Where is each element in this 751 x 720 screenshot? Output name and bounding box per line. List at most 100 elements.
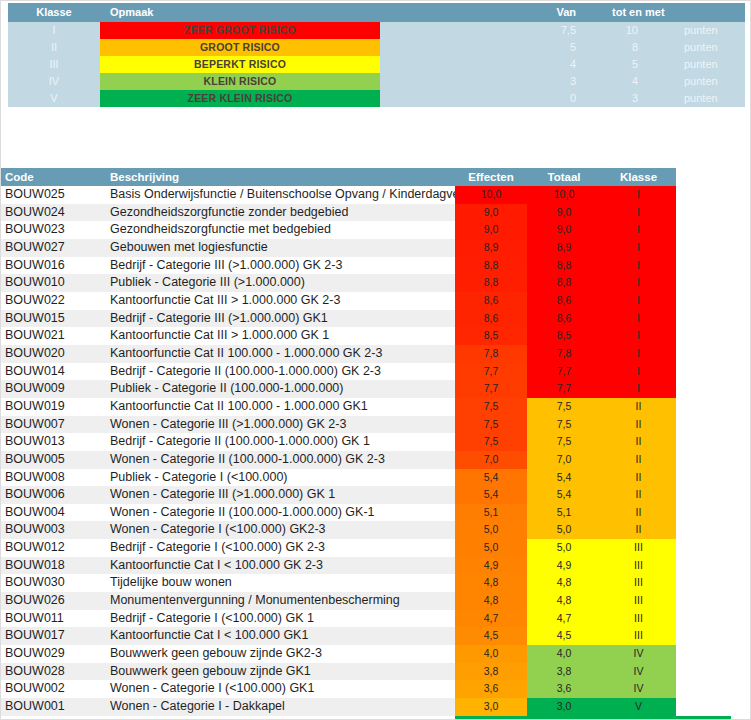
- code-cell[interactable]: BOUW003: [0, 521, 105, 539]
- totaal-cell[interactable]: 4,0: [527, 645, 601, 663]
- description-cell[interactable]: Kantoorfunctie Cat II 100.000 - 1.000.00…: [105, 345, 455, 363]
- description-cell[interactable]: Kantoorfunctie Cat II 100.000 - 1.000.00…: [105, 398, 455, 416]
- column-header-klasse[interactable]: Klasse: [601, 168, 676, 186]
- legend-risk-bar[interactable]: ZEER GROOT RISICO: [100, 22, 380, 39]
- effecten-cell[interactable]: 7,0: [455, 451, 527, 469]
- totaal-cell[interactable]: 7,5: [527, 433, 601, 451]
- effecten-cell[interactable]: 3,6: [455, 680, 527, 698]
- totaal-cell[interactable]: 5,0: [527, 521, 601, 539]
- klasse-cell[interactable]: IV: [601, 680, 676, 698]
- klasse-cell[interactable]: I: [601, 310, 676, 328]
- totaal-cell[interactable]: 5,4: [527, 469, 601, 487]
- column-header-code[interactable]: Code: [0, 168, 105, 186]
- legend-van-cell[interactable]: 0: [380, 90, 578, 107]
- code-cell[interactable]: BOUW002: [0, 680, 105, 698]
- totaal-cell[interactable]: 8,8: [527, 257, 601, 275]
- effecten-cell[interactable]: 4,9: [455, 557, 527, 575]
- klasse-cell[interactable]: I: [601, 327, 676, 345]
- description-cell[interactable]: Bouwwerk geen gebouw zijnde GK1: [105, 663, 455, 681]
- legend-class-cell[interactable]: III: [8, 56, 100, 73]
- klasse-cell[interactable]: I: [601, 186, 676, 204]
- totaal-cell[interactable]: 4,8: [527, 574, 601, 592]
- code-cell[interactable]: BOUW013: [0, 433, 105, 451]
- totaal-cell[interactable]: 7,8: [527, 345, 601, 363]
- description-cell[interactable]: Tijdelijke bouw wonen: [105, 574, 455, 592]
- description-cell[interactable]: Kantoorfunctie Cat I < 100.000 GK1: [105, 627, 455, 645]
- legend-tot-cell[interactable]: 8: [578, 39, 640, 56]
- legend-unit-cell[interactable]: punten: [640, 90, 718, 107]
- totaal-cell[interactable]: 5,1: [527, 504, 601, 522]
- totaal-cell[interactable]: 9,0: [527, 221, 601, 239]
- effecten-cell[interactable]: 4,7: [455, 610, 527, 628]
- description-cell[interactable]: Wonen - Categorie III (>1.000.000) GK 2-…: [105, 416, 455, 434]
- description-cell[interactable]: Wonen - Categorie I (<100.000) GK2-3: [105, 521, 455, 539]
- code-cell[interactable]: BOUW024: [0, 204, 105, 222]
- effecten-cell[interactable]: 3,8: [455, 663, 527, 681]
- description-cell[interactable]: Bedrijf - Categorie I (<100.000) GK 2-3: [105, 539, 455, 557]
- klasse-cell[interactable]: III: [601, 592, 676, 610]
- code-cell[interactable]: BOUW022: [0, 292, 105, 310]
- totaal-cell[interactable]: 7,5: [527, 416, 601, 434]
- effecten-cell[interactable]: 8,6: [455, 310, 527, 328]
- effecten-cell[interactable]: 7,5: [455, 398, 527, 416]
- totaal-cell[interactable]: 3,0: [527, 698, 601, 716]
- effecten-cell[interactable]: 5,1: [455, 504, 527, 522]
- description-cell[interactable]: Bedrijf - Categorie I (<100.000) GK 1: [105, 610, 455, 628]
- totaal-cell[interactable]: 7,7: [527, 380, 601, 398]
- description-cell[interactable]: Basis Onderwijsfunctie / Buitenschoolse …: [105, 186, 455, 204]
- description-cell[interactable]: Monumentenvergunning / Monumentenbescher…: [105, 592, 455, 610]
- code-cell[interactable]: BOUW014: [0, 363, 105, 381]
- description-cell[interactable]: Gebouwen met logiesfunctie: [105, 239, 455, 257]
- effecten-cell[interactable]: 7,5: [455, 416, 527, 434]
- klasse-cell[interactable]: III: [601, 557, 676, 575]
- totaal-cell[interactable]: 8,8: [527, 274, 601, 292]
- totaal-cell[interactable]: 5,0: [527, 539, 601, 557]
- totaal-cell[interactable]: 3,6: [527, 680, 601, 698]
- effecten-cell[interactable]: 4,5: [455, 627, 527, 645]
- klasse-cell[interactable]: II: [601, 451, 676, 469]
- totaal-cell[interactable]: 5,4: [527, 486, 601, 504]
- description-cell[interactable]: Wonen - Categorie II (100.000-1.000.000)…: [105, 504, 455, 522]
- legend-van-cell[interactable]: 4: [380, 56, 578, 73]
- code-cell[interactable]: BOUW023: [0, 221, 105, 239]
- effecten-cell[interactable]: 8,9: [455, 239, 527, 257]
- klasse-cell[interactable]: I: [601, 257, 676, 275]
- effecten-cell[interactable]: 8,8: [455, 274, 527, 292]
- totaal-cell[interactable]: 4,7: [527, 610, 601, 628]
- klasse-cell[interactable]: I: [601, 221, 676, 239]
- code-cell[interactable]: BOUW012: [0, 539, 105, 557]
- legend-tot-cell[interactable]: 3: [578, 90, 640, 107]
- totaal-cell[interactable]: 7,5: [527, 398, 601, 416]
- legend-risk-bar[interactable]: BEPERKT RISICO: [100, 56, 380, 73]
- description-cell[interactable]: Publiek - Categorie I (<100.000): [105, 469, 455, 487]
- code-cell[interactable]: BOUW005: [0, 451, 105, 469]
- code-cell[interactable]: BOUW026: [0, 592, 105, 610]
- code-cell[interactable]: BOUW016: [0, 257, 105, 275]
- effecten-cell[interactable]: 5,0: [455, 521, 527, 539]
- code-cell[interactable]: BOUW029: [0, 645, 105, 663]
- legend-van-cell[interactable]: 7,5: [380, 22, 578, 39]
- column-header-totaal[interactable]: Totaal: [527, 168, 601, 186]
- klasse-cell[interactable]: IV: [601, 645, 676, 663]
- totaal-cell[interactable]: 7,7: [527, 363, 601, 381]
- legend-unit-cell[interactable]: punten: [640, 56, 718, 73]
- klasse-cell[interactable]: V: [601, 698, 676, 716]
- code-cell[interactable]: BOUW017: [0, 627, 105, 645]
- effecten-cell[interactable]: 7,7: [455, 363, 527, 381]
- klasse-cell[interactable]: I: [601, 363, 676, 381]
- legend-unit-cell[interactable]: punten: [640, 39, 718, 56]
- legend-unit-cell[interactable]: punten: [640, 22, 718, 39]
- effecten-cell[interactable]: 9,0: [455, 221, 527, 239]
- klasse-cell[interactable]: I: [601, 292, 676, 310]
- effecten-cell[interactable]: 8,6: [455, 292, 527, 310]
- legend-class-cell[interactable]: II: [8, 39, 100, 56]
- klasse-cell[interactable]: III: [601, 574, 676, 592]
- effecten-cell[interactable]: 5,4: [455, 469, 527, 487]
- description-cell[interactable]: Kantoorfunctie Cat III > 1.000.000 GK 2-…: [105, 292, 455, 310]
- description-cell[interactable]: Wonen - Categorie I - Dakkapel: [105, 698, 455, 716]
- klasse-cell[interactable]: I: [601, 204, 676, 222]
- legend-risk-bar[interactable]: GROOT RISICO: [100, 39, 380, 56]
- code-cell[interactable]: BOUW030: [0, 574, 105, 592]
- description-cell[interactable]: Kantoorfunctie Cat III > 1.000.000 GK 1: [105, 327, 455, 345]
- code-cell[interactable]: BOUW009: [0, 380, 105, 398]
